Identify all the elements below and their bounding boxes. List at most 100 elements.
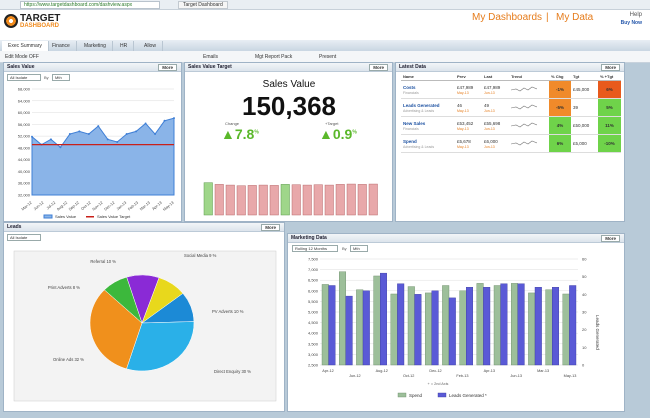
metric-category: Financials: [403, 90, 419, 95]
row-tgt: £5,000: [570, 134, 598, 153]
y-tick-label: 44,000: [18, 157, 31, 162]
nav-my-dashboards[interactable]: My Dashboards: [472, 12, 543, 23]
more-button[interactable]: More: [369, 64, 388, 71]
table-row[interactable]: Spend Advertising & Leads £5,678 May-13 £6,0…: [401, 134, 621, 153]
panel-title: Sales Value Target: [185, 63, 392, 72]
legend-label-spend: Spend: [409, 393, 423, 398]
y-tick-label: 52,000: [18, 134, 31, 139]
tab-allow[interactable]: Allow: [138, 41, 163, 51]
period-range-select[interactable]: Rolling 12 Months: [292, 245, 338, 252]
x-tick-label: Apr-12: [322, 369, 333, 373]
target-indicator: ▲0.9%: [319, 126, 357, 142]
browser-chrome: https://www.targetdashboard.com/dashview…: [0, 0, 650, 10]
kpi-heading: Sales Value: [262, 79, 316, 90]
x-tick-label: Jun-12: [33, 201, 44, 212]
marketing-panel: Marketing Data More Rolling 12 Months By…: [287, 233, 625, 412]
up-arrow-icon: ▲: [221, 126, 235, 142]
y2-tick-label: 10: [582, 345, 587, 350]
app-header: [0, 10, 650, 40]
y2-tick-label: 20: [582, 327, 587, 332]
row-trend: [509, 98, 550, 117]
prev-date: May-13: [457, 90, 469, 95]
x-tick-label: Feb-13: [456, 374, 468, 378]
target-bar: [357, 184, 367, 216]
leads-bar: [431, 290, 439, 366]
more-button[interactable]: More: [601, 64, 620, 71]
target-bar: [258, 184, 268, 216]
row-prev: 46 May-13: [455, 98, 483, 117]
row-chg: -5%: [549, 98, 571, 117]
legend-swatch-target: [86, 216, 94, 218]
y2-tick-label: 50: [582, 274, 587, 279]
tab-marketing[interactable]: Marketing: [78, 41, 113, 51]
col-tgt: Tgt: [570, 73, 598, 81]
sales-value-point: [31, 135, 33, 138]
brand-name: TARGET: [20, 13, 61, 24]
mgt-report-pack-button[interactable]: Mgt Report Pack: [255, 54, 293, 60]
metric-name[interactable]: Leads Generated: [403, 102, 440, 108]
row-trend: [509, 134, 550, 153]
x-tick-label: Jun-12: [349, 374, 361, 378]
metric-name[interactable]: Spend: [403, 138, 417, 144]
row-name[interactable]: Leads Generated Advertising & Leads: [401, 98, 455, 117]
tab-finance[interactable]: Finance: [46, 41, 77, 51]
y-tick-label: 3,500: [308, 341, 319, 346]
period-select[interactable]: Mth: [350, 245, 368, 252]
nav-separator: |: [546, 12, 549, 23]
tab-hr[interactable]: HR: [114, 41, 135, 51]
filter-select[interactable]: All Isolate: [7, 74, 41, 81]
pie-label: Referral 10 %: [90, 259, 116, 264]
row-name[interactable]: Spend Advertising & Leads: [401, 134, 455, 153]
dashboard-tabs: Exec Summary Finance Marketing HR Allow: [0, 40, 650, 51]
pie-slice-online-ads: [89, 289, 143, 370]
spend-bar: [528, 292, 536, 366]
address-bar[interactable]: https://www.targetdashboard.com/dashview…: [20, 1, 160, 9]
sales-value-point: [135, 130, 138, 133]
row-name[interactable]: Costs Financials: [401, 80, 455, 99]
present-button[interactable]: Present: [319, 54, 337, 60]
target-value: 0.9: [332, 126, 353, 142]
more-button[interactable]: More: [261, 224, 280, 231]
leads-pie-chart: Referral 10 % Social Media 9 % Print Adver…: [13, 250, 277, 402]
row-trend: [509, 80, 550, 99]
target-bar: [335, 184, 345, 216]
sales-value-point: [163, 119, 166, 122]
tab-exec-summary[interactable]: Exec Summary: [2, 41, 49, 51]
sales-value-point: [68, 133, 71, 136]
row-name[interactable]: New Sales Financials: [401, 116, 455, 135]
help-link[interactable]: Help: [629, 12, 642, 18]
nav-my-data[interactable]: My Data: [556, 12, 594, 23]
sales-value-point: [49, 138, 52, 141]
x-tick-label: Feb-13: [127, 201, 139, 212]
edit-mode-toggle[interactable]: Edit Mode OFF: [5, 54, 39, 60]
emails-button[interactable]: Emails: [203, 54, 219, 60]
period-select[interactable]: Mth: [52, 74, 70, 81]
target-bar: [203, 182, 213, 216]
target-bar: [324, 184, 334, 216]
table-row[interactable]: Costs Financials £47,989 May-13 £47,989 Jun-1…: [401, 80, 621, 99]
row-last: 49 Jun-13: [482, 98, 510, 117]
leads-bar: [569, 285, 577, 366]
spend-bar: [321, 284, 329, 366]
buy-now-link[interactable]: Buy Now: [620, 20, 642, 26]
prev-date: May-13: [457, 144, 469, 149]
x-tick-label: Mar-13: [139, 201, 151, 212]
more-button[interactable]: More: [158, 64, 177, 71]
change-value: 7.8: [234, 126, 255, 142]
legend-swatch-leads: [437, 392, 447, 398]
pie-slice-print-adverts: [104, 276, 143, 324]
metric-name[interactable]: New Sales: [403, 120, 426, 126]
metric-name[interactable]: Costs: [403, 84, 416, 90]
target-bar: [236, 185, 246, 216]
filter-select[interactable]: All Isolate: [7, 234, 41, 241]
more-button[interactable]: More: [601, 235, 620, 242]
last-date: Jun-13: [484, 126, 495, 131]
sales-value-area: [31, 117, 175, 196]
y-tick-label: 6,500: [308, 278, 319, 283]
browser-tab[interactable]: Target Dashboard: [178, 1, 228, 9]
row-trend: [509, 116, 550, 135]
x-tick-label: Apr-13: [484, 369, 495, 373]
table-row[interactable]: Leads Generated Advertising & Leads 46 May-…: [401, 98, 621, 117]
x-tick-label: Sep-12: [68, 201, 80, 212]
table-row[interactable]: New Sales Financials £53,452 May-13 £55,698 J…: [401, 116, 621, 135]
